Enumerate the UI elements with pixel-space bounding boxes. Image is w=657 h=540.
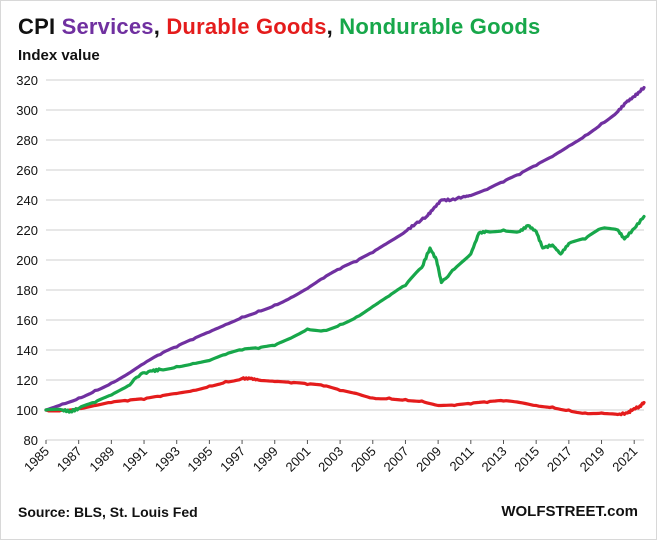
y-tick-label: 260 [16,163,38,178]
x-tick-label: 1993 [152,444,183,475]
y-tick-label: 120 [16,373,38,388]
y-tick-label: 100 [16,403,38,418]
x-axis-ticks: 1985 1987 1989 1991 1993 1995 1997 1999 2001 2003… [21,444,640,475]
brand-watermark: WOLFSTREET.com [501,503,638,520]
x-tick-label: 1995 [184,444,215,475]
x-tick-label: 2015 [511,444,542,475]
y-tick-label: 140 [16,343,38,358]
x-tick-label: 2019 [577,444,608,475]
title-part: , [326,14,340,39]
x-tick-label: 1989 [86,444,117,475]
y-tick-label: 200 [16,253,38,268]
y-tick-label: 320 [16,73,38,88]
title-part-nondurable-goods: Nondurable Goods [339,14,541,39]
title-part-services: Services [61,14,154,39]
x-tick-label: 2021 [609,444,640,475]
y-tick-label: 180 [16,283,38,298]
x-tick-label: 1997 [217,444,248,475]
x-tick-label: 1985 [21,444,52,475]
y-tick-label: 300 [16,103,38,118]
y-tick-label: 160 [16,313,38,328]
x-tick-label: 1991 [119,444,150,475]
source-note: Source: BLS, St. Louis Fed [18,504,198,520]
x-tick-label: 2011 [447,444,477,474]
x-tick-label: 2013 [479,444,510,475]
series-line-services [44,85,646,412]
x-tick-label: 2017 [544,444,575,475]
x-tick-label: 2005 [348,444,379,475]
y-tick-label: 280 [16,133,38,148]
series-line-durable-goods [44,376,646,417]
x-tick-label: 2001 [282,444,313,475]
x-tick-label: 2007 [381,444,412,475]
title-part-durable-goods: Durable Goods [166,14,327,39]
y-axis-ticks: 80 100 120 140 160 180 200 220 240 260 280 300 320 [16,73,38,448]
grid-lines [45,79,644,444]
y-tick-label: 80 [24,433,38,448]
title-part: , [153,14,167,39]
x-tick-label: 1987 [54,444,85,475]
title-part: CPI [18,14,62,39]
x-tick-label: 2003 [315,444,346,475]
y-tick-label: 220 [16,223,38,238]
x-tick-label: 1999 [250,444,281,475]
series-lines [44,85,646,417]
series-line-nondurable-goods [44,214,646,414]
y-tick-label: 240 [16,193,38,208]
x-tick-label: 2009 [413,444,444,475]
y-axis-label: Index value [18,47,100,64]
chart-title: CPI Services, Durable Goods, Nondurable … [18,14,540,40]
